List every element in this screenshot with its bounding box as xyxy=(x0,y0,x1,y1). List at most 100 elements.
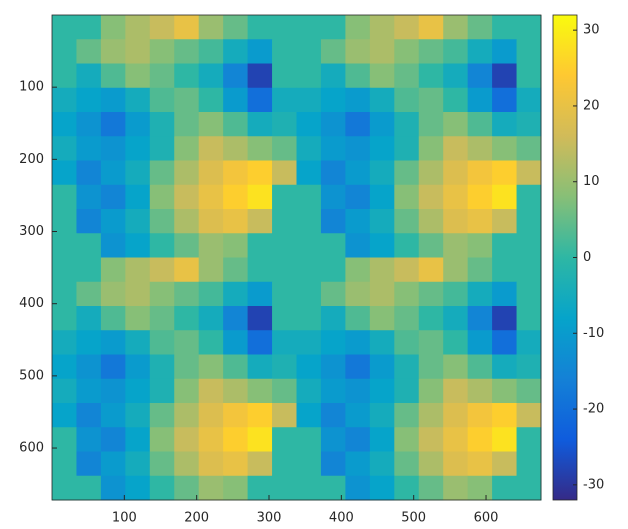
heatmap-cell xyxy=(223,63,249,89)
heatmap-cell xyxy=(198,451,224,477)
heatmap-cell xyxy=(320,306,346,331)
heatmap-cell xyxy=(296,63,322,89)
heatmap-cell xyxy=(247,281,273,307)
heatmap-cell xyxy=(100,451,126,477)
heatmap-cell xyxy=(345,403,371,428)
heatmap-cell xyxy=(516,87,542,113)
heatmap-cell xyxy=(198,354,224,380)
heatmap-cell xyxy=(516,281,542,307)
heatmap-cell xyxy=(345,233,371,258)
heatmap-cell xyxy=(492,112,518,137)
heatmap-cell xyxy=(52,233,77,258)
heatmap-cell xyxy=(247,39,273,64)
heatmap-cell xyxy=(198,136,224,161)
heatmap-cell xyxy=(149,330,175,355)
heatmap-cell xyxy=(296,136,322,161)
heatmap-cell xyxy=(394,136,420,161)
heatmap-cell xyxy=(198,63,224,89)
heatmap-cell xyxy=(320,330,346,355)
heatmap-cell xyxy=(247,209,273,234)
heatmap-cell xyxy=(467,112,493,137)
heatmap-cell xyxy=(467,257,493,283)
heatmap-cell xyxy=(174,330,200,355)
heatmap-cell xyxy=(52,136,77,161)
heatmap-cell xyxy=(247,330,273,355)
heatmap-cell xyxy=(198,257,224,283)
heatmap-cell xyxy=(369,475,395,501)
heatmap-cell xyxy=(443,63,469,89)
heatmap-cell xyxy=(76,257,102,283)
heatmap-cell xyxy=(100,15,126,40)
heatmap-cell xyxy=(443,257,469,283)
heatmap-cell xyxy=(296,330,322,355)
heatmap-cell xyxy=(149,306,175,331)
heatmap-cell xyxy=(247,184,273,210)
heatmap-cell xyxy=(345,112,371,137)
heatmap-cell xyxy=(247,160,273,186)
heatmap-cell xyxy=(296,281,322,307)
heatmap-cell xyxy=(223,451,249,477)
heatmap-cell xyxy=(443,330,469,355)
heatmap-cell xyxy=(52,15,77,40)
x-tick-label: 400 xyxy=(329,511,354,526)
heatmap-cell xyxy=(100,403,126,428)
heatmap-cell xyxy=(100,475,126,501)
heatmap-cell xyxy=(247,451,273,477)
heatmap-cell xyxy=(492,475,518,501)
heatmap-cell xyxy=(174,354,200,380)
heatmap-cell xyxy=(76,15,102,40)
heatmap-cell xyxy=(52,354,77,380)
heatmap-cell xyxy=(52,281,77,307)
heatmap-cell xyxy=(394,257,420,283)
heatmap-cell xyxy=(76,475,102,501)
heatmap-cell xyxy=(125,39,151,64)
heatmap-cell xyxy=(125,475,151,501)
heatmap-cell xyxy=(369,257,395,283)
heatmap-cell xyxy=(174,281,200,307)
heatmap-cell xyxy=(52,451,77,477)
heatmap-cell xyxy=(149,475,175,501)
heatmap-cell xyxy=(418,233,444,258)
heatmap-cell xyxy=(320,281,346,307)
heatmap-cell xyxy=(443,39,469,64)
heatmap-cell xyxy=(467,160,493,186)
heatmap-cell xyxy=(125,209,151,234)
heatmap-cell xyxy=(174,209,200,234)
heatmap-cell xyxy=(125,451,151,477)
heatmap-cell xyxy=(467,475,493,501)
heatmap-cell xyxy=(198,184,224,210)
heatmap-cell xyxy=(394,427,420,452)
heatmap-cell xyxy=(516,160,542,186)
heatmap-cell xyxy=(296,475,322,501)
heatmap-cell xyxy=(418,63,444,89)
heatmap-cell xyxy=(394,233,420,258)
heatmap-cell xyxy=(320,233,346,258)
heatmap-cell xyxy=(125,257,151,283)
heatmap-cell xyxy=(443,378,469,404)
heatmap-cell xyxy=(223,112,249,137)
heatmap-cell xyxy=(394,15,420,40)
heatmap-cell xyxy=(394,184,420,210)
heatmap-cell xyxy=(296,257,322,283)
heatmap-cell xyxy=(369,403,395,428)
colorbar-tick-label: -10 xyxy=(583,326,604,341)
heatmap-cell xyxy=(149,281,175,307)
heatmap-cell xyxy=(223,15,249,40)
heatmap-cell xyxy=(272,378,297,404)
heatmap-cell xyxy=(345,63,371,89)
heatmap-cell xyxy=(320,378,346,404)
heatmap-cell xyxy=(320,475,346,501)
heatmap-cell xyxy=(443,451,469,477)
heatmap-cell xyxy=(492,403,518,428)
heatmap-cell xyxy=(394,403,420,428)
heatmap-cell xyxy=(174,403,200,428)
heatmap-cell xyxy=(369,15,395,40)
heatmap-cell xyxy=(76,184,102,210)
heatmap-cell xyxy=(492,233,518,258)
heatmap-cell xyxy=(467,354,493,380)
heatmap-cell xyxy=(492,451,518,477)
heatmap-cell xyxy=(223,306,249,331)
heatmap-cell xyxy=(125,427,151,452)
heatmap-cell xyxy=(52,330,77,355)
heatmap-cell xyxy=(198,112,224,137)
